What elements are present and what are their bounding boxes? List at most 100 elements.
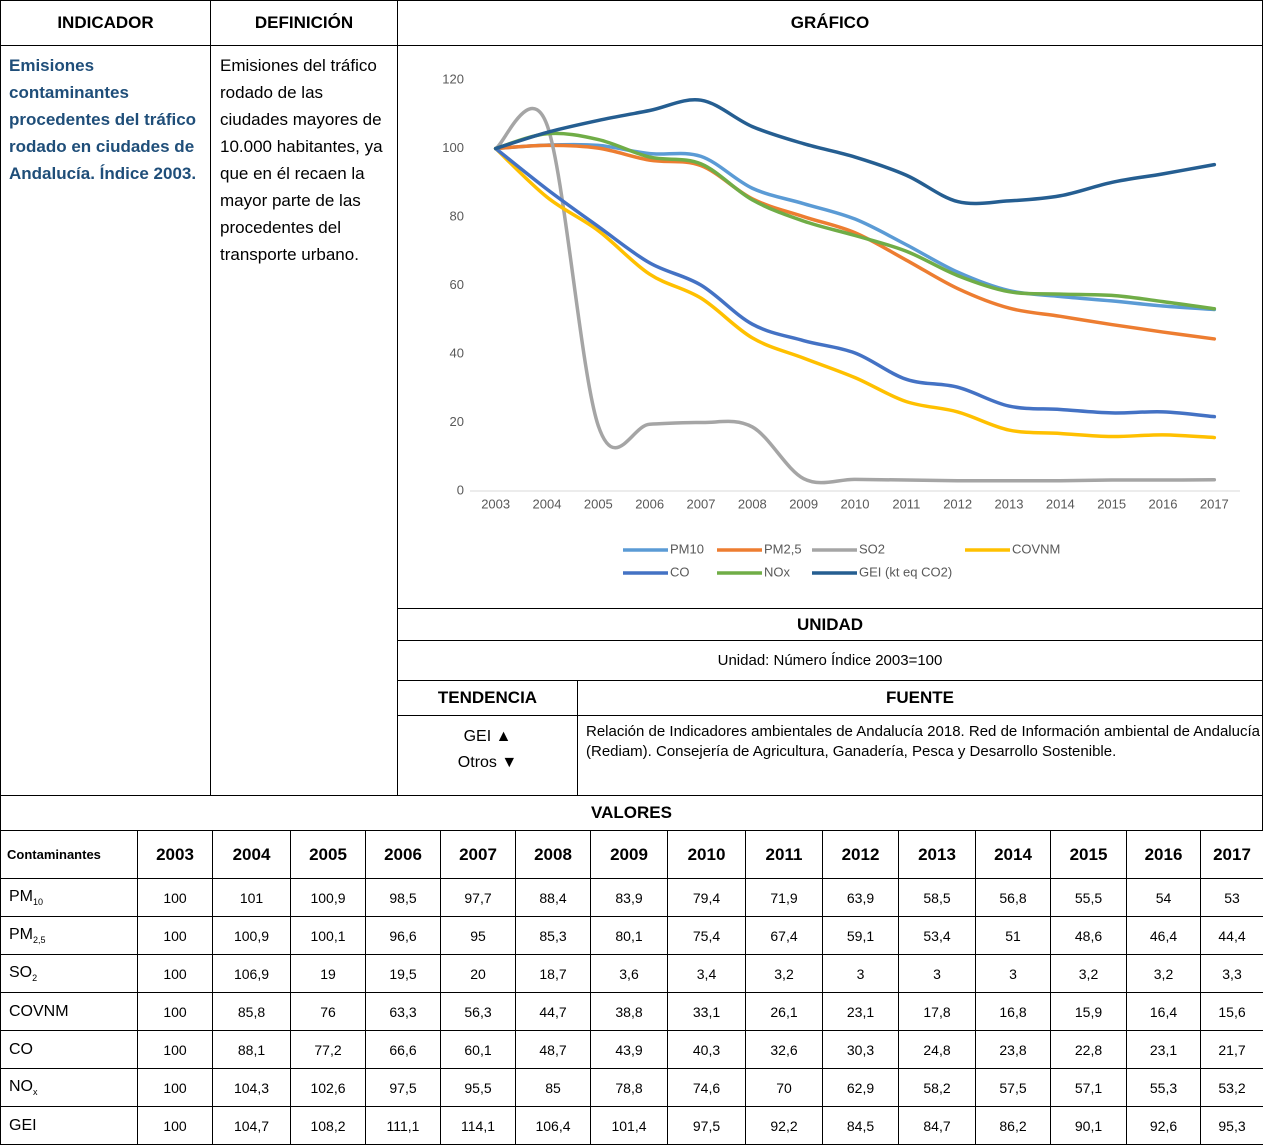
value-cell: 100 [137, 1030, 213, 1069]
x-tick-label: 2017 [1200, 496, 1229, 511]
header-grafico: GRÁFICO [397, 0, 1263, 46]
table-row: SO2 100 106,9 19 19,5 20 18,7 3,6 3,4 3,2 3 3 3 3,2 3,… [0, 954, 1263, 993]
x-tick-label: 2013 [995, 496, 1024, 511]
table-row: NOx 100 104,3 102,6 97,5 95,5 85 78,8 74,6 70 62,9… [0, 1068, 1263, 1107]
value-cell: 100,1 [290, 916, 366, 955]
values-table: Contaminantes 2003 2004 2005 2006 2007 2008 200… [0, 830, 1263, 1145]
value-cell: 43,9 [590, 1030, 668, 1069]
value-cell: 23,8 [975, 1030, 1051, 1069]
x-tick-label: 2005 [584, 496, 613, 511]
column-header: 2005 [290, 830, 366, 879]
series-line [493, 146, 1217, 440]
x-tick-label: 2016 [1149, 496, 1178, 511]
row-label-base: COVNM [9, 1002, 69, 1020]
value-cell: 60,1 [440, 1030, 516, 1069]
table-row: PM2,5 100 100,9 100,1 96,6 95 85,3 80,1 75,4 67,4… [0, 916, 1263, 955]
value-cell: 76 [290, 992, 366, 1031]
column-header: 2004 [212, 830, 291, 879]
row-label-base: CO [9, 1040, 33, 1058]
column-header: 2013 [898, 830, 976, 879]
y-tick-label: 40 [450, 345, 464, 360]
row-label: COVNM [0, 992, 138, 1031]
value-cell: 24,8 [898, 1030, 976, 1069]
value-cell: 100 [137, 954, 213, 993]
value-cell: 63,3 [365, 992, 441, 1031]
value-cell: 23,1 [822, 992, 899, 1031]
value-cell: 92,6 [1126, 1106, 1201, 1145]
value-cell: 57,1 [1050, 1068, 1127, 1107]
value-cell: 78,8 [590, 1068, 668, 1107]
value-cell: 3 [822, 954, 899, 993]
y-tick-label: 60 [450, 277, 464, 292]
value-cell: 106,9 [212, 954, 291, 993]
value-cell: 56,8 [975, 878, 1051, 917]
x-tick-label: 2007 [687, 496, 716, 511]
value-cell: 17,8 [898, 992, 976, 1031]
row-label: PM10 [0, 878, 138, 917]
value-cell: 55,5 [1050, 878, 1127, 917]
row-label-sub: 10 [33, 897, 44, 908]
value-cell: 57,5 [975, 1068, 1051, 1107]
value-cell: 97,5 [667, 1106, 746, 1145]
row-label: GEI [0, 1106, 138, 1145]
row-label: SO2 [0, 954, 138, 993]
x-tick-label: 2003 [481, 496, 510, 511]
value-cell: 58,5 [898, 878, 976, 917]
row-label-base: SO [9, 963, 33, 981]
column-header: 2017 [1200, 830, 1263, 879]
series-line [493, 97, 1217, 206]
value-cell: 66,6 [365, 1030, 441, 1069]
legend-label: NOx [764, 564, 791, 579]
value-cell: 48,7 [515, 1030, 591, 1069]
header-definicion: DEFINICIÓN [210, 0, 398, 46]
table-row: PM10 100 101 100,9 98,5 97,7 88,4 83,9 79,4 71,9 6… [0, 878, 1263, 917]
value-cell: 85,3 [515, 916, 591, 955]
x-tick-label: 2004 [533, 496, 562, 511]
column-header: 2014 [975, 830, 1051, 879]
value-cell: 101 [212, 878, 291, 917]
y-tick-label: 100 [442, 140, 464, 155]
column-header: 2008 [515, 830, 591, 879]
value-cell: 97,5 [365, 1068, 441, 1107]
value-cell: 3,2 [745, 954, 823, 993]
unidad-text: Unidad: Número Índice 2003=100 [397, 640, 1263, 681]
value-cell: 84,7 [898, 1106, 976, 1145]
value-cell: 100,9 [212, 916, 291, 955]
value-cell: 44,4 [1200, 916, 1263, 955]
value-cell: 53,2 [1200, 1068, 1263, 1107]
unidad-title: UNIDAD [397, 608, 1263, 641]
value-cell: 90,1 [1050, 1106, 1127, 1145]
x-tick-label: 2008 [738, 496, 767, 511]
value-cell: 46,4 [1126, 916, 1201, 955]
value-cell: 44,7 [515, 992, 591, 1031]
value-cell: 38,8 [590, 992, 668, 1031]
value-cell: 100,9 [290, 878, 366, 917]
value-cell: 74,6 [667, 1068, 746, 1107]
y-tick-label: 120 [442, 71, 464, 86]
value-cell: 48,6 [1050, 916, 1127, 955]
value-cell: 26,1 [745, 992, 823, 1031]
legend-label: PM2,5 [764, 541, 802, 556]
x-tick-label: 2012 [943, 496, 972, 511]
value-cell: 83,9 [590, 878, 668, 917]
table-header-row: Contaminantes 2003 2004 2005 2006 2007 2008 200… [0, 830, 1263, 879]
value-cell: 58,2 [898, 1068, 976, 1107]
x-tick-label: 2015 [1097, 496, 1126, 511]
value-cell: 102,6 [290, 1068, 366, 1107]
value-cell: 59,1 [822, 916, 899, 955]
value-cell: 104,3 [212, 1068, 291, 1107]
value-cell: 71,9 [745, 878, 823, 917]
value-cell: 53,4 [898, 916, 976, 955]
value-cell: 30,3 [822, 1030, 899, 1069]
value-cell: 75,4 [667, 916, 746, 955]
column-header: 2003 [137, 830, 213, 879]
fuente-text: Relación de Indicadores ambientales de A… [577, 715, 1263, 796]
value-cell: 92,2 [745, 1106, 823, 1145]
table-row: GEI 100 104,7 108,2 111,1 114,1 106,4 101,4 97,5… [0, 1106, 1263, 1145]
value-cell: 15,9 [1050, 992, 1127, 1031]
value-cell: 3,4 [667, 954, 746, 993]
value-cell: 98,5 [365, 878, 441, 917]
table-row: CO 100 88,1 77,2 66,6 60,1 48,7 43,9 40,3 32,6 30,… [0, 1030, 1263, 1069]
